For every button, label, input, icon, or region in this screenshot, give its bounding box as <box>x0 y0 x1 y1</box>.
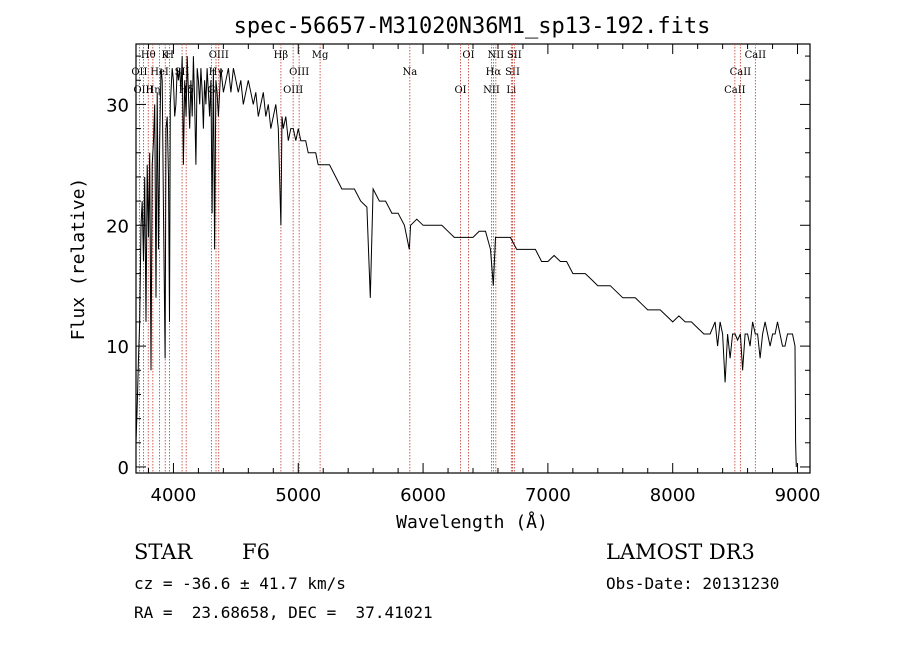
line-label: OI <box>454 85 466 96</box>
line-label: OIII <box>133 85 153 96</box>
line-label: Na <box>402 67 417 78</box>
line-label: SII <box>505 67 520 78</box>
x-tick-label: 7000 <box>525 485 571 506</box>
x-tick-label: 9000 <box>775 485 821 506</box>
line-label: CaII <box>724 85 746 96</box>
line-label: CaII <box>745 50 767 61</box>
y-tick-label: 10 <box>106 337 129 358</box>
spectral-subclass: F6 <box>242 540 270 564</box>
x-tick-label: 8000 <box>650 485 696 506</box>
line-label: SII <box>507 50 522 61</box>
y-tick-label: 20 <box>106 216 129 237</box>
survey-release: LAMOST DR3 <box>606 540 755 564</box>
line-label: Li <box>506 85 516 96</box>
line-label: OIII <box>289 67 309 78</box>
line-label: G <box>208 85 216 96</box>
x-tick-label: 4000 <box>151 485 197 506</box>
line-label: K <box>161 50 169 61</box>
line-label: CaII <box>730 67 752 78</box>
line-label: NII <box>488 50 505 61</box>
y-tick-label: 30 <box>106 95 129 116</box>
x-tick-label: 5000 <box>275 485 321 506</box>
line-label: HeI <box>150 67 169 78</box>
x-axis-label: Wavelength (Å) <box>396 511 548 533</box>
object-class: STAR <box>134 540 193 564</box>
plot-frame <box>135 43 811 474</box>
line-label: Hη <box>145 85 160 96</box>
x-tick-label: 6000 <box>400 485 446 506</box>
line-label: Mg <box>312 50 329 61</box>
line-label: Hα <box>486 67 502 78</box>
sky-coordinates: RA = 23.68658, DEC = 37.41021 <box>134 603 433 622</box>
line-label: Hγ <box>209 67 224 78</box>
observation-date: Obs-Date: 20131230 <box>606 574 780 593</box>
line-label: Hθ <box>141 50 156 61</box>
line-label: Hβ <box>274 50 289 61</box>
line-label: OII <box>131 67 147 78</box>
line-label: OI <box>462 50 474 61</box>
y-tick-label: 0 <box>118 458 129 479</box>
line-label: NII <box>483 85 500 96</box>
line-label: OIII <box>209 50 229 61</box>
spectrum-line <box>135 56 797 468</box>
line-label: OIII <box>283 85 303 96</box>
y-axis-label: Flux (relative) <box>68 178 89 341</box>
line-label: H <box>165 50 174 61</box>
redshift-velocity: cz = -36.6 ± 41.7 km/s <box>134 574 346 593</box>
chart-title: spec-56657-M31020N36M1_sp13-192.fits <box>234 14 711 39</box>
